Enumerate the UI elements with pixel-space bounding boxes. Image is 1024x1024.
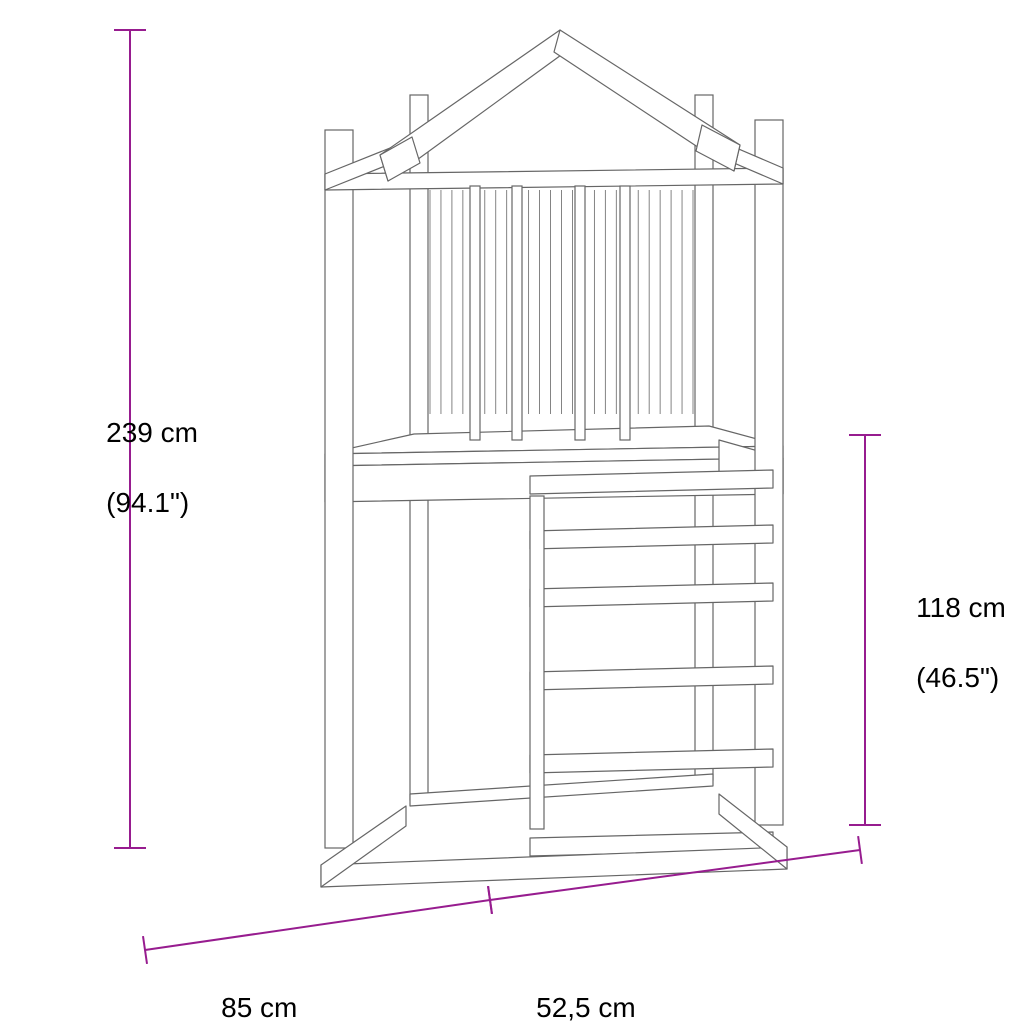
dim-value: 85 cm [221,992,297,1023]
dim-value-in: (94.1") [106,487,189,518]
diagram-stage: 239 cm (94.1") 118 cm (46.5") 85 cm (33.… [0,0,1024,1024]
dim-value-in: (46.5") [916,662,999,693]
dim-label-height-platform: 118 cm (46.5") [885,555,1006,730]
dim-value: 52,5 cm [536,992,636,1023]
dim-label-depth: 85 cm (33.5") [190,955,304,1024]
dim-label-height-total: 239 cm (94.1") [75,380,198,555]
dim-label-width: 52,5 cm (20.7") [505,955,636,1024]
dim-value: 118 cm [916,592,1006,623]
dim-value: 239 cm [106,417,198,448]
